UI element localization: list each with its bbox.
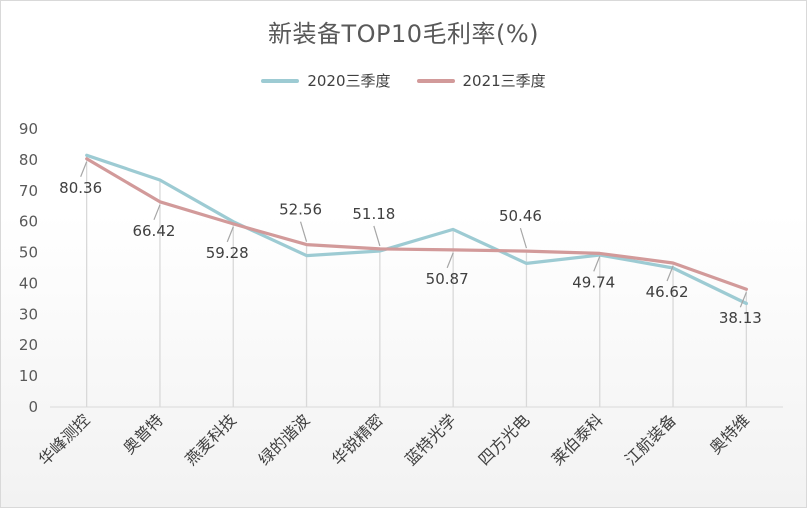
legend-swatch-2020 xyxy=(261,78,300,83)
data-label: 59.28 xyxy=(206,244,249,262)
y-tick-label: 70 xyxy=(19,182,38,200)
data-label-leader xyxy=(666,265,674,282)
y-tick-label: 20 xyxy=(19,336,38,354)
data-label: 66.42 xyxy=(132,222,175,240)
x-category-label: 华峰测控 xyxy=(35,410,94,469)
legend-label-2020: 2020三季度 xyxy=(307,72,391,90)
y-tick-label: 80 xyxy=(19,151,38,169)
legend: 2020三季度 2021三季度 xyxy=(0,70,807,91)
data-label: 46.62 xyxy=(646,283,689,301)
data-label: 52.56 xyxy=(279,201,322,219)
x-category-label: 绿的谐波 xyxy=(255,410,314,469)
data-label-leader xyxy=(226,226,234,243)
x-category-label: 江航装备 xyxy=(621,410,680,469)
x-category-label: 莱伯泰科 xyxy=(548,410,607,469)
y-tick-label: 50 xyxy=(19,244,38,262)
data-label-leader xyxy=(446,252,454,269)
data-label-leader xyxy=(739,291,747,308)
data-label-leader xyxy=(373,225,381,247)
data-label: 80.36 xyxy=(59,179,102,197)
data-label-leader xyxy=(80,161,88,177)
x-category-label: 奥普特 xyxy=(119,410,166,457)
data-label: 50.87 xyxy=(426,270,469,288)
legend-item-2021: 2021三季度 xyxy=(416,70,546,91)
y-tick-label: 90 xyxy=(19,120,38,138)
data-label-leader xyxy=(299,221,308,242)
data-label: 49.74 xyxy=(572,273,615,291)
data-label-leader xyxy=(153,204,161,221)
x-category-label: 华锐精密 xyxy=(328,410,387,469)
x-category-label: 蓝特光学 xyxy=(401,410,460,469)
y-tick-label: 40 xyxy=(19,274,38,292)
x-category-label: 燕麦科技 xyxy=(181,410,240,469)
x-category-label: 四方光电 xyxy=(475,410,534,469)
y-tick-label: 0 xyxy=(28,398,38,416)
y-tick-label: 10 xyxy=(19,367,38,385)
y-tick-label: 30 xyxy=(19,305,38,323)
legend-item-2020: 2020三季度 xyxy=(261,70,391,91)
series-line-2021 xyxy=(85,157,749,291)
y-tick-label: 60 xyxy=(19,213,38,231)
chart-title: 新装备TOP10毛利率(%) xyxy=(267,20,540,48)
data-label: 51.18 xyxy=(352,205,395,223)
data-label-leader xyxy=(519,227,528,249)
data-label-leader xyxy=(593,256,601,272)
data-label: 50.46 xyxy=(499,207,542,225)
x-category-label: 奥特维 xyxy=(706,410,753,457)
legend-label-2021: 2021三季度 xyxy=(462,72,546,90)
data-label: 38.13 xyxy=(719,309,762,327)
legend-swatch-2021 xyxy=(416,78,455,83)
series-line-2020 xyxy=(85,153,749,306)
